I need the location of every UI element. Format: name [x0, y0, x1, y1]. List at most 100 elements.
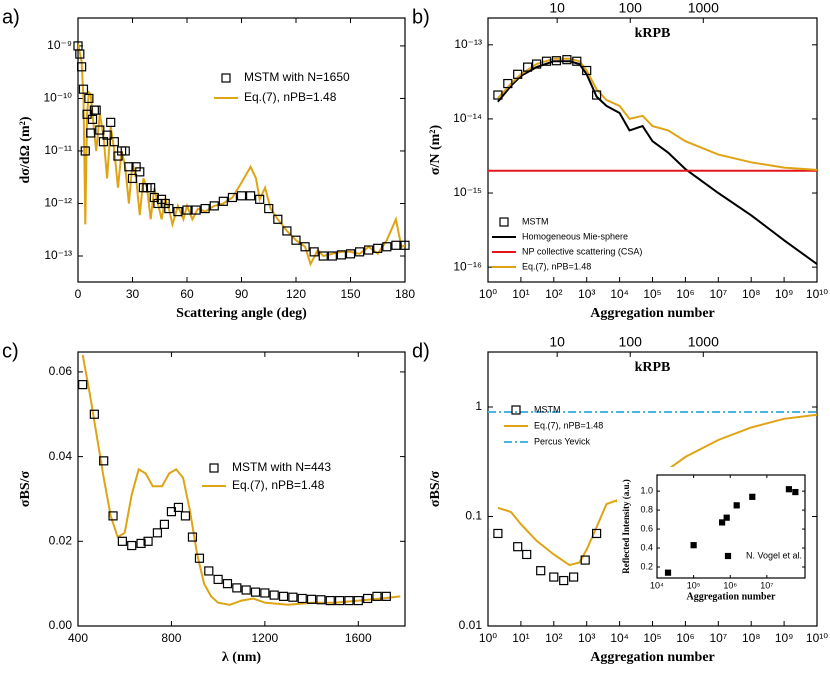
x-tick-label: 10⁶: [676, 287, 694, 301]
marker: [173, 207, 183, 217]
marker: [152, 528, 163, 538]
marker: [572, 56, 582, 66]
y-tick-label: 0.8: [640, 504, 653, 514]
x-tick-label: 180: [395, 287, 415, 301]
y-tick-label: 1: [475, 399, 482, 413]
x-axis-label: λ (nm): [222, 650, 261, 665]
marker: [749, 493, 756, 500]
marker: [86, 128, 96, 138]
x2-tick-label: 1000: [688, 0, 719, 16]
legend-label: NP collective scattering (CSA): [522, 246, 642, 256]
y-tick-label: 10⁻⁹: [47, 38, 72, 52]
series-line: [497, 413, 817, 567]
marker: [690, 542, 697, 549]
marker: [164, 203, 174, 214]
marker: [222, 579, 233, 589]
y-tick-label: 10⁻¹⁰: [44, 91, 73, 105]
marker: [127, 173, 138, 184]
plot-area: [488, 57, 817, 265]
marker: [187, 532, 198, 542]
marker: [213, 574, 223, 585]
marker: [723, 514, 730, 521]
y-tick-label: 0.6: [640, 523, 653, 533]
x-tick-label: 30: [126, 287, 140, 301]
y-tick-label: 10⁻¹³: [454, 37, 482, 51]
marker: [108, 511, 118, 521]
marker: [282, 226, 292, 236]
legend-swatch: [724, 552, 732, 560]
y-tick-label: 10⁻¹²: [44, 196, 72, 210]
plot-area: [81, 354, 401, 606]
marker: [549, 572, 559, 582]
panel-label: d): [412, 340, 430, 362]
marker: [77, 62, 87, 72]
legend-label: Eq.(7), nPB=1.48: [232, 478, 325, 492]
panel-label: c): [2, 340, 19, 362]
x-tick-label: 10⁶: [676, 631, 694, 645]
y-tick-label: 10⁻¹¹: [44, 143, 72, 157]
series-line: [497, 60, 817, 265]
y-tick-label: 10⁻¹⁶: [453, 259, 482, 273]
x-tick-label: 10²: [545, 631, 562, 645]
x-tick-label: 10³: [578, 287, 595, 301]
plot-area: [488, 411, 817, 567]
marker: [209, 201, 219, 211]
x-axis-label: Aggregation number: [687, 591, 777, 602]
x-axis-label: Aggregation number: [590, 650, 715, 665]
marker: [75, 49, 85, 59]
marker: [335, 595, 345, 606]
x-tick-label: 10⁵: [687, 580, 701, 590]
x-tick-label: 10⁹: [775, 287, 794, 301]
y-tick-label: 0.2: [640, 561, 653, 571]
y-tick-label: 0.01: [459, 618, 483, 632]
marker: [493, 528, 503, 539]
panel-label: b): [412, 6, 430, 28]
marker: [353, 595, 363, 606]
x-tick-label: 10⁷: [709, 631, 727, 645]
marker: [173, 502, 184, 513]
plot-frame: [77, 351, 406, 627]
y-tick-label: 0.02: [49, 533, 73, 547]
legend-swatch: [209, 463, 219, 473]
marker: [354, 247, 365, 257]
legend-label: N. Vogel et al.: [746, 550, 802, 560]
marker: [297, 593, 307, 604]
x-tick-label: 10⁴: [610, 287, 629, 301]
legend-swatch: [221, 73, 231, 83]
marker: [218, 196, 228, 206]
marker: [523, 62, 533, 72]
x-tick-label: 400: [68, 631, 88, 645]
x-tick-label: 10³: [578, 631, 595, 645]
marker: [91, 105, 101, 115]
plot-frame: [77, 17, 406, 283]
x-tick-label: 1200: [252, 631, 279, 645]
y-tick-label: 0.04: [49, 449, 73, 463]
marker: [232, 583, 242, 593]
y-axis-label: σ/N (m²): [428, 125, 443, 176]
x-tick-label: 10⁹: [775, 631, 794, 645]
x-tick-label: 10⁰: [479, 631, 497, 645]
y-tick-label: 1.0: [640, 485, 653, 495]
marker: [503, 78, 513, 89]
marker: [143, 536, 153, 546]
x-tick-label: 10⁴: [650, 580, 664, 590]
x2-tick-label: 10: [549, 0, 565, 16]
marker: [236, 191, 247, 201]
marker: [291, 235, 301, 245]
x-tick-label: 10⁷: [760, 580, 773, 590]
marker: [493, 90, 503, 100]
marker: [255, 194, 265, 204]
y-axis-label: Reflected Intensity (a.u.): [621, 479, 631, 573]
x-tick-label: 1600: [345, 631, 372, 645]
marker: [559, 575, 569, 586]
x-tick-label: 10⁷: [709, 287, 727, 301]
marker: [146, 183, 156, 193]
marker: [373, 243, 383, 253]
marker: [109, 137, 119, 147]
marker: [278, 591, 289, 601]
marker: [513, 542, 523, 552]
marker: [159, 519, 170, 529]
marker: [592, 528, 602, 539]
marker: [227, 192, 238, 203]
legend-label: MSTM with N=1650: [244, 70, 350, 84]
